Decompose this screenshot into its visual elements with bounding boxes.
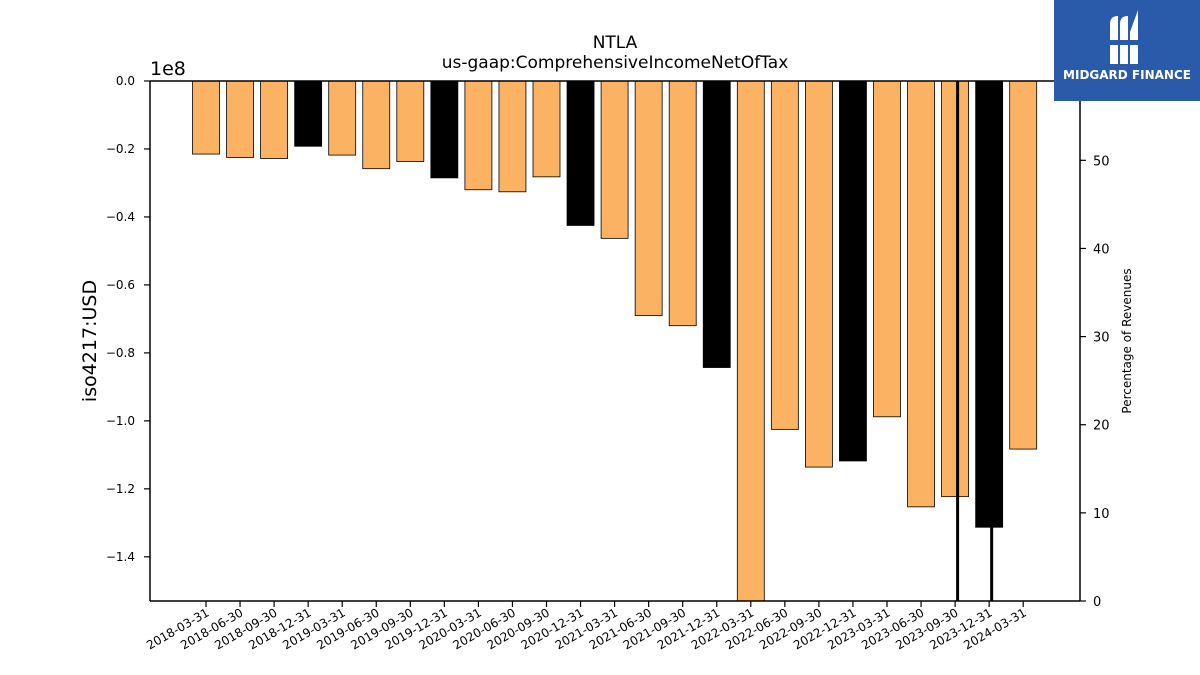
bar-2023-03-31 [873, 80, 901, 418]
bar-2019-03-31 [328, 80, 357, 156]
y-tick-label: −0.6 [106, 278, 135, 292]
bar-2020-12-31 [566, 80, 595, 226]
y-tick-label: −0.4 [106, 210, 135, 224]
y-tick-label: 0.0 [116, 74, 135, 88]
bar-2018-03-31 [192, 80, 220, 155]
midgard-logo-icon [1110, 10, 1140, 64]
bar-2024-03-31 [1009, 80, 1038, 450]
bar-2020-03-31 [464, 80, 493, 191]
bar-2023-09-30 [941, 80, 969, 498]
midgard-finance-logo: MIDGARD FINANCE [1054, 0, 1200, 101]
y2-tick-label: 30 [1093, 331, 1110, 346]
bar-2020-06-30 [498, 80, 527, 193]
y-tick-label: −0.8 [106, 346, 135, 360]
y-axis-label: iso4217:USD [79, 280, 101, 402]
bar-2018-09-30 [260, 80, 289, 159]
bar-2019-06-30 [362, 80, 391, 170]
chart-title: NTLA [593, 33, 638, 53]
y-offset-label: 1e8 [150, 58, 186, 80]
y-tick-label: −1.0 [106, 414, 135, 428]
y-tick-label: −1.4 [106, 550, 135, 564]
bar-2022-06-30 [770, 80, 799, 430]
bar-2021-09-30 [668, 80, 697, 327]
y2-axis-label: Percentage of Revenues [1120, 268, 1134, 413]
bar-2023-06-30 [907, 80, 935, 508]
y2-tick-label: 10 [1093, 507, 1110, 522]
y2-tick-label: 20 [1093, 419, 1110, 434]
logo-text: MIDGARD FINANCE [1063, 68, 1191, 82]
y-tick-label: −1.2 [106, 482, 135, 496]
bar-2021-06-30 [634, 80, 663, 316]
bar-2019-12-31 [430, 80, 459, 179]
y-tick-label: −0.2 [106, 142, 135, 156]
y2-tick-label: 0 [1093, 595, 1101, 610]
bar-2020-09-30 [532, 80, 561, 178]
bar-2022-03-31 [736, 80, 765, 602]
bar-2021-12-31 [702, 80, 731, 368]
bar-2019-09-30 [396, 80, 425, 162]
chart-subtitle: us-gaap:ComprehensiveIncomeNetOfTax [442, 53, 789, 73]
bar-2022-09-30 [805, 80, 833, 468]
bar-2023-12-31 [975, 80, 1004, 528]
y2-tick-label: 50 [1093, 154, 1110, 169]
bar-2022-12-31 [839, 80, 867, 462]
bar-2021-03-31 [600, 80, 629, 239]
y2-tick-label: 40 [1093, 242, 1110, 257]
bar-2018-06-30 [226, 80, 254, 158]
bar-2018-12-31 [294, 80, 323, 147]
